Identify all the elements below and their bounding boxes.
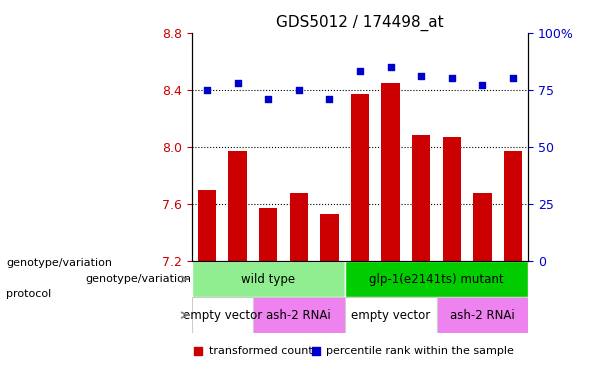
Point bbox=[416, 185, 426, 191]
FancyBboxPatch shape bbox=[253, 297, 345, 333]
Bar bbox=[504, 151, 522, 261]
Bar bbox=[198, 190, 216, 261]
Text: ash-2 RNAi: ash-2 RNAi bbox=[266, 309, 331, 322]
FancyBboxPatch shape bbox=[345, 261, 528, 297]
Bar bbox=[259, 209, 277, 261]
Bar bbox=[382, 83, 400, 261]
Point bbox=[294, 87, 303, 93]
Point bbox=[355, 68, 365, 74]
Text: transformed count: transformed count bbox=[209, 346, 312, 356]
FancyBboxPatch shape bbox=[345, 297, 436, 333]
FancyBboxPatch shape bbox=[191, 261, 345, 297]
Text: empty vector: empty vector bbox=[351, 309, 431, 322]
Point bbox=[416, 73, 426, 79]
FancyBboxPatch shape bbox=[191, 297, 253, 333]
Text: glp-1(e2141ts) mutant: glp-1(e2141ts) mutant bbox=[369, 273, 504, 286]
Text: empty vector: empty vector bbox=[183, 309, 262, 322]
Bar bbox=[474, 193, 492, 261]
Point bbox=[447, 75, 456, 81]
Text: wild type: wild type bbox=[241, 273, 295, 286]
Bar bbox=[351, 94, 369, 261]
Text: protocol: protocol bbox=[6, 290, 51, 300]
Bar bbox=[229, 151, 247, 261]
Point bbox=[386, 64, 395, 70]
Bar bbox=[443, 137, 461, 261]
Point bbox=[263, 96, 273, 102]
Point bbox=[508, 75, 518, 81]
Text: ash-2 RNAi: ash-2 RNAi bbox=[450, 309, 515, 322]
Bar bbox=[412, 136, 431, 261]
Bar bbox=[290, 193, 308, 261]
Title: GDS5012 / 174498_at: GDS5012 / 174498_at bbox=[276, 15, 444, 31]
Point bbox=[202, 87, 211, 93]
Bar bbox=[320, 214, 339, 261]
Point bbox=[478, 82, 487, 88]
FancyBboxPatch shape bbox=[436, 297, 528, 333]
Text: genotype/variation: genotype/variation bbox=[6, 258, 112, 268]
Text: genotype/variation: genotype/variation bbox=[85, 274, 191, 284]
Point bbox=[233, 80, 242, 86]
Point bbox=[325, 96, 334, 102]
Text: percentile rank within the sample: percentile rank within the sample bbox=[326, 346, 514, 356]
